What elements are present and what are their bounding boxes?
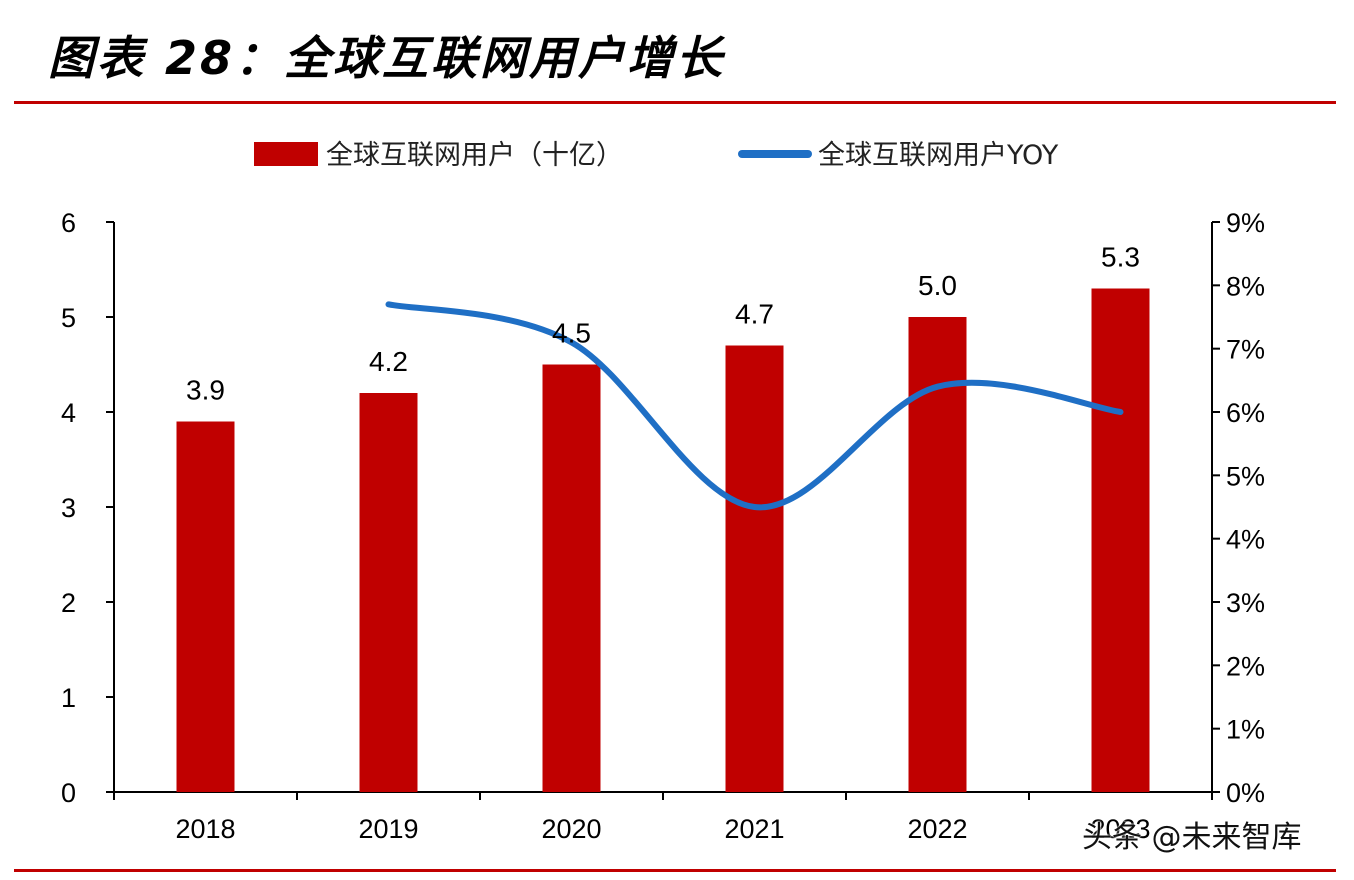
y-left-tick-label: 3 [61, 493, 76, 523]
bar-value-label: 4.7 [735, 299, 774, 330]
y-right-tick-label: 0% [1226, 778, 1265, 808]
watermark: 头条 @未来智库 [1082, 820, 1302, 855]
bar-value-label: 5.0 [918, 270, 957, 301]
page-title: 图表 28：全球互联网用户增长 [48, 31, 726, 85]
legend: 全球互联网用户（十亿） 全球互联网用户YOY [254, 140, 1059, 171]
y-left-tick-label: 4 [61, 398, 76, 428]
y-left-tick-label: 6 [61, 208, 76, 238]
legend-swatch-bar [254, 142, 318, 166]
y-left-tick-label: 5 [61, 303, 76, 333]
bar [542, 364, 601, 792]
axes: 0 1 2 3 4 5 6 0% 1% 2% 3% 4% 5% 6% 7% 8% 9% 2018 2019 2020 2… [61, 208, 1265, 844]
yoy-line-series [385, 301, 1124, 511]
y-right-tick-label: 4% [1226, 525, 1265, 555]
y-right-tick-label: 9% [1226, 208, 1265, 238]
y-left-tick-label: 1 [61, 683, 76, 713]
y-right-tick-label: 3% [1226, 588, 1265, 618]
x-tick-label: 2022 [907, 814, 967, 844]
y-right-tick-label: 6% [1226, 398, 1265, 428]
y-right-tick-label: 8% [1226, 271, 1265, 301]
y-right-tick-label: 7% [1226, 335, 1265, 365]
bar [1091, 288, 1150, 792]
y-right-tick-label: 5% [1226, 461, 1265, 491]
yoy-line [385, 301, 1124, 511]
footer-divider [14, 869, 1336, 872]
x-tick-label: 2023 [1090, 814, 1150, 844]
y-right-tick-label: 2% [1226, 651, 1265, 681]
data-labels: 3.9 4.2 4.5 4.7 5.0 5.3 [186, 242, 1140, 406]
bar-value-label: 4.2 [369, 346, 408, 377]
x-tick-label: 2018 [175, 814, 235, 844]
y-left-tick-label: 2 [61, 588, 76, 618]
title-divider [14, 101, 1336, 104]
bar [725, 345, 784, 792]
y-right-tick-label: 1% [1226, 715, 1265, 745]
x-tick-label: 2019 [358, 814, 418, 844]
legend-label-line: 全球互联网用户YOY [818, 140, 1059, 171]
x-tick-label: 2020 [541, 814, 601, 844]
bar-value-label: 5.3 [1101, 242, 1140, 273]
legend-label-bar: 全球互联网用户（十亿） [326, 140, 623, 171]
y-left-tick-label: 0 [61, 778, 76, 808]
bar [176, 421, 235, 792]
bar-value-label: 4.5 [552, 318, 591, 349]
x-tick-label: 2021 [724, 814, 784, 844]
bar-value-label: 3.9 [186, 375, 225, 406]
bar [359, 393, 418, 792]
bar-series [176, 288, 1150, 792]
